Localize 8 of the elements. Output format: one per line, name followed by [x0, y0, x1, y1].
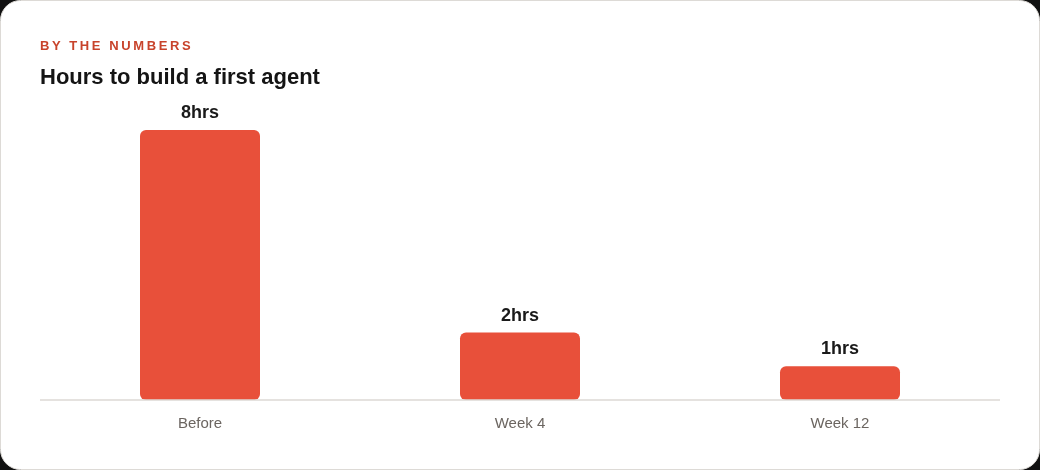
data-label: 8hrs	[180, 102, 220, 122]
x-tick-label: Week 4	[494, 414, 546, 431]
x-tick-label: Week 12	[810, 414, 870, 431]
chart-title: Hours to build a first agent	[40, 64, 321, 89]
data-label: 2hrs	[500, 304, 540, 325]
x-tick-label: Before	[177, 414, 223, 431]
data-label: 1hrs	[820, 338, 860, 359]
chart-subtitle: BY THE NUMBERS	[40, 38, 194, 53]
